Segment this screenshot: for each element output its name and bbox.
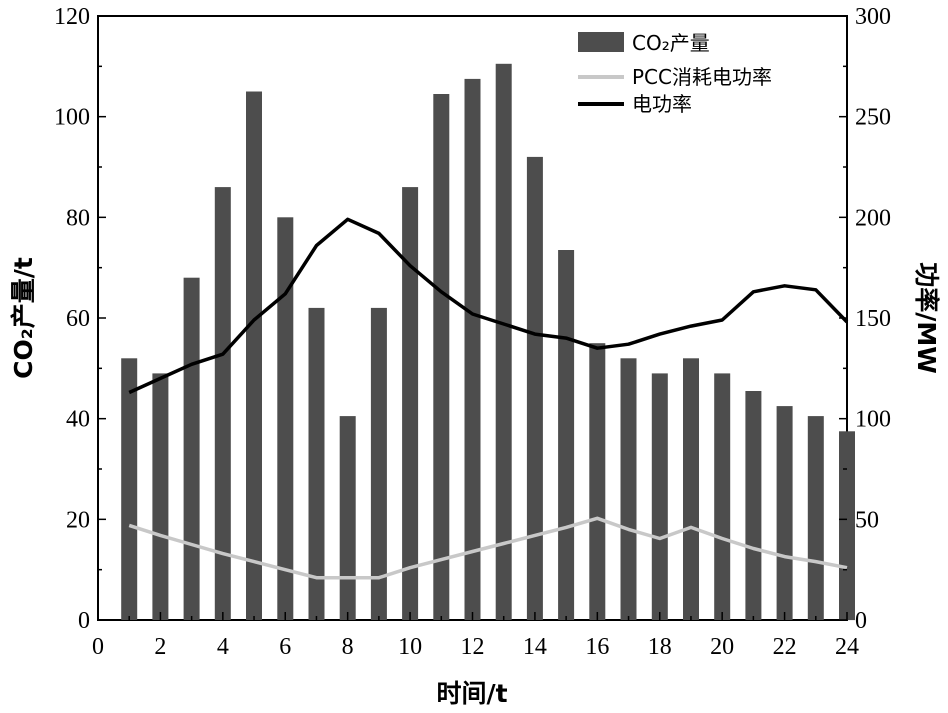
y-right-tick-label: 300 [855,4,891,30]
bar-co2-2 [152,373,169,620]
bar-co2-1 [121,358,138,620]
bar-co2-8 [339,416,356,620]
bar-co2-15 [558,250,575,620]
bar-co2-9 [370,307,387,620]
line-electric-power [128,217,849,395]
line-pcc-power [128,516,848,580]
bar-co2-13 [495,63,512,621]
bar-co2-24 [839,431,855,621]
x-tick-label: 10 [398,634,422,660]
bar-co2-7 [308,307,325,620]
y-left-tick-label: 20 [66,507,90,533]
x-tick-label: 4 [217,634,229,660]
x-tick-label: 8 [342,634,354,660]
x-tick-label: 2 [154,634,166,660]
x-tick-label: 12 [461,634,485,660]
y-right-tick-label: 250 [855,105,891,131]
bar-co2-3 [183,277,200,620]
bar-co2-4 [214,187,231,620]
y-left-tick-label: 80 [66,205,90,231]
x-tick-label: 24 [835,634,859,660]
bar-co2-5 [246,91,262,620]
y-right-tick-label: 100 [855,407,891,433]
y-right-tick-label: 200 [855,205,891,231]
y-left-tick-label: 0 [78,608,90,634]
bar-co2-21 [745,391,762,620]
bar-co2-14 [526,156,543,620]
legend-swatch-co2 [578,32,624,52]
x-tick-label: 20 [710,634,734,660]
bar-co2-6 [277,217,294,621]
y-right-tick-label: 150 [855,306,891,332]
bar-co2-12 [464,78,481,620]
tick-labels-group: 0 2 4 6 8 10 12 14 16 18 20 22 240204060801001200501… [54,4,891,660]
legend-label-pcc: PCC消耗电功率 [632,65,772,89]
y-axis-left-title: CO₂产量/t [9,257,38,379]
x-tick-label: 0 [92,634,104,660]
y-left-tick-label: 120 [54,4,90,30]
x-axis-title: 时间/t [436,679,507,708]
x-tick-label: 6 [279,634,291,660]
x-tick-label: 16 [585,634,609,660]
bar-co2-22 [776,406,793,620]
bar-co2-10 [402,187,419,620]
y-left-tick-label: 100 [54,105,90,131]
bar-co2-11 [433,94,450,620]
y-axis-right-title: 功率/MW [912,262,941,374]
bar-co2-23 [807,416,824,620]
legend: CO₂产量 PCC消耗电功率 电功率 [578,31,772,116]
y-left-tick-label: 40 [66,407,90,433]
x-tick-label: 22 [773,634,797,660]
bar-co2-19 [683,358,699,620]
bar-co2-17 [620,358,637,620]
bar-co2-20 [714,373,731,620]
axis-ticks-group [97,15,848,621]
y-left-tick-label: 60 [66,306,90,332]
bar-co2-18 [651,373,668,620]
legend-label-co2: CO₂产量 [632,31,710,55]
bar-co2-16 [589,343,606,620]
y-right-tick-label: 50 [855,507,879,533]
bar-series-group [121,63,855,621]
y-right-tick-label: 0 [855,608,867,634]
line-series-group [128,217,849,580]
legend-label-power: 电功率 [632,92,692,116]
x-tick-label: 18 [648,634,672,660]
x-tick-label: 14 [523,634,547,660]
